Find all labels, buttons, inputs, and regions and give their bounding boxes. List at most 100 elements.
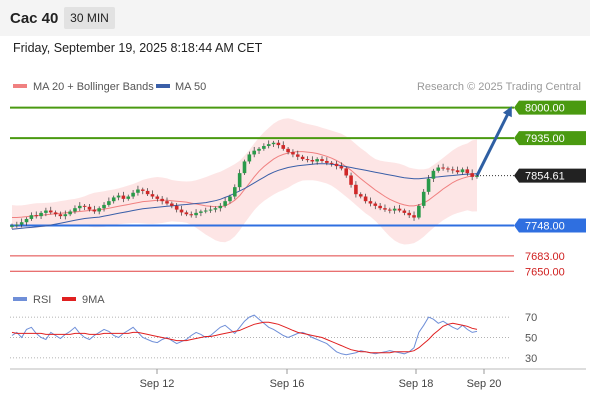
rsi-tick-30: 30 xyxy=(525,353,537,365)
candle-body xyxy=(140,189,145,191)
candle-body xyxy=(218,205,223,209)
candle-body xyxy=(87,206,92,210)
x-tick-label: Sep 20 xyxy=(467,378,502,390)
level-label-7683.00: 7683.00 xyxy=(525,251,565,263)
candle-body xyxy=(417,205,421,218)
candle-body xyxy=(82,205,87,207)
candle-body xyxy=(111,197,116,202)
level-tag-8000.00 xyxy=(514,100,586,115)
candle-body xyxy=(78,205,82,209)
candle-body xyxy=(19,222,24,225)
rsi-tick-50: 50 xyxy=(525,333,537,345)
timeframe-button[interactable]: 30 MIN xyxy=(64,7,115,29)
candle-body xyxy=(170,203,174,206)
candle-body xyxy=(247,154,252,162)
ma50-legend-label: MA 50 xyxy=(175,81,206,93)
candle-body xyxy=(213,208,218,210)
last-price-tag xyxy=(514,168,586,183)
candle-body xyxy=(300,156,305,160)
candle-body xyxy=(179,209,184,213)
candle-body xyxy=(291,152,295,155)
candle-body xyxy=(184,212,189,215)
candle-body xyxy=(174,205,179,210)
chart-header-bar: Cac 40 30 MIN xyxy=(0,0,590,36)
candle-body xyxy=(203,210,208,212)
projection-arrow xyxy=(475,106,512,177)
candle-body xyxy=(194,212,198,216)
candle-body xyxy=(358,194,363,197)
candle-body xyxy=(446,168,450,170)
candle-body xyxy=(349,175,353,185)
candle-body xyxy=(58,214,63,217)
ma50-legend-swatch xyxy=(156,84,170,88)
candle-body xyxy=(460,169,465,173)
candle-body xyxy=(315,159,319,162)
candle-body xyxy=(373,203,378,206)
candle-body xyxy=(228,196,232,202)
candle-body xyxy=(402,210,407,213)
candle-body xyxy=(397,208,402,211)
credit-text: Research © 2025 Trading Central xyxy=(417,81,581,93)
candle-body xyxy=(208,209,213,211)
last-price-label: 7854.61 xyxy=(525,171,565,183)
candle-body xyxy=(339,166,344,169)
candle-body xyxy=(24,218,29,223)
candle-body xyxy=(73,208,77,212)
candle-body xyxy=(450,169,455,171)
candle-body xyxy=(97,208,101,212)
candle-body xyxy=(363,196,368,202)
candle-body xyxy=(160,198,164,202)
candle-body xyxy=(155,196,160,199)
candle-body xyxy=(15,224,19,226)
candle-body xyxy=(383,208,387,210)
candle-body xyxy=(325,160,329,163)
candle-body xyxy=(150,194,155,197)
rsi-line xyxy=(11,314,478,356)
candle-body xyxy=(388,209,392,211)
level-label-7935.00: 7935.00 xyxy=(525,133,565,145)
candle-body xyxy=(145,190,150,195)
candle-body xyxy=(126,196,131,199)
candle-body xyxy=(368,201,373,204)
candle-body xyxy=(262,146,266,149)
candle-body xyxy=(465,169,470,174)
candle-body xyxy=(189,214,194,216)
candle-body xyxy=(107,201,111,205)
candle-body xyxy=(257,148,261,151)
candle-body xyxy=(116,195,121,198)
candle-body xyxy=(412,215,416,218)
candle-body xyxy=(252,150,256,155)
ma9-legend-label: 9MA xyxy=(82,294,105,306)
candle-body xyxy=(92,209,97,212)
candle-body xyxy=(34,215,39,217)
symbol-title: Cac 40 xyxy=(10,10,59,27)
candle-body xyxy=(305,159,310,161)
level-tag-7935.00 xyxy=(514,131,586,146)
candle-body xyxy=(392,208,397,211)
candle-body xyxy=(286,148,290,153)
rsi-legend-label: RSI xyxy=(33,294,51,306)
candle-body xyxy=(455,170,460,173)
ma20-legend-swatch xyxy=(13,84,27,88)
ma9-legend-swatch xyxy=(62,297,76,301)
candle-body xyxy=(44,210,48,213)
candle-body xyxy=(10,225,14,227)
candle-body xyxy=(310,160,315,162)
candle-body xyxy=(121,195,126,199)
rsi-legend-swatch xyxy=(13,297,27,301)
price-plot: 8000.00 7935.00 7748.00 7683.00 7650.00 7854.… xyxy=(10,100,586,278)
candle-body xyxy=(354,184,358,195)
rsi-ma-line xyxy=(11,321,478,354)
candle-body xyxy=(276,142,281,146)
candle-body xyxy=(441,167,445,169)
ma50-line xyxy=(11,163,478,230)
candle-body xyxy=(470,173,474,177)
x-tick-label: Sep 12 xyxy=(140,378,175,390)
candle-body xyxy=(475,175,479,177)
candle-body xyxy=(39,212,43,217)
level-label-8000.00: 8000.00 xyxy=(525,103,565,115)
candle-body xyxy=(48,210,53,213)
level-tag-7748.00 xyxy=(514,218,586,233)
x-tick-label: Sep 18 xyxy=(399,378,434,390)
candle-body xyxy=(431,170,436,179)
